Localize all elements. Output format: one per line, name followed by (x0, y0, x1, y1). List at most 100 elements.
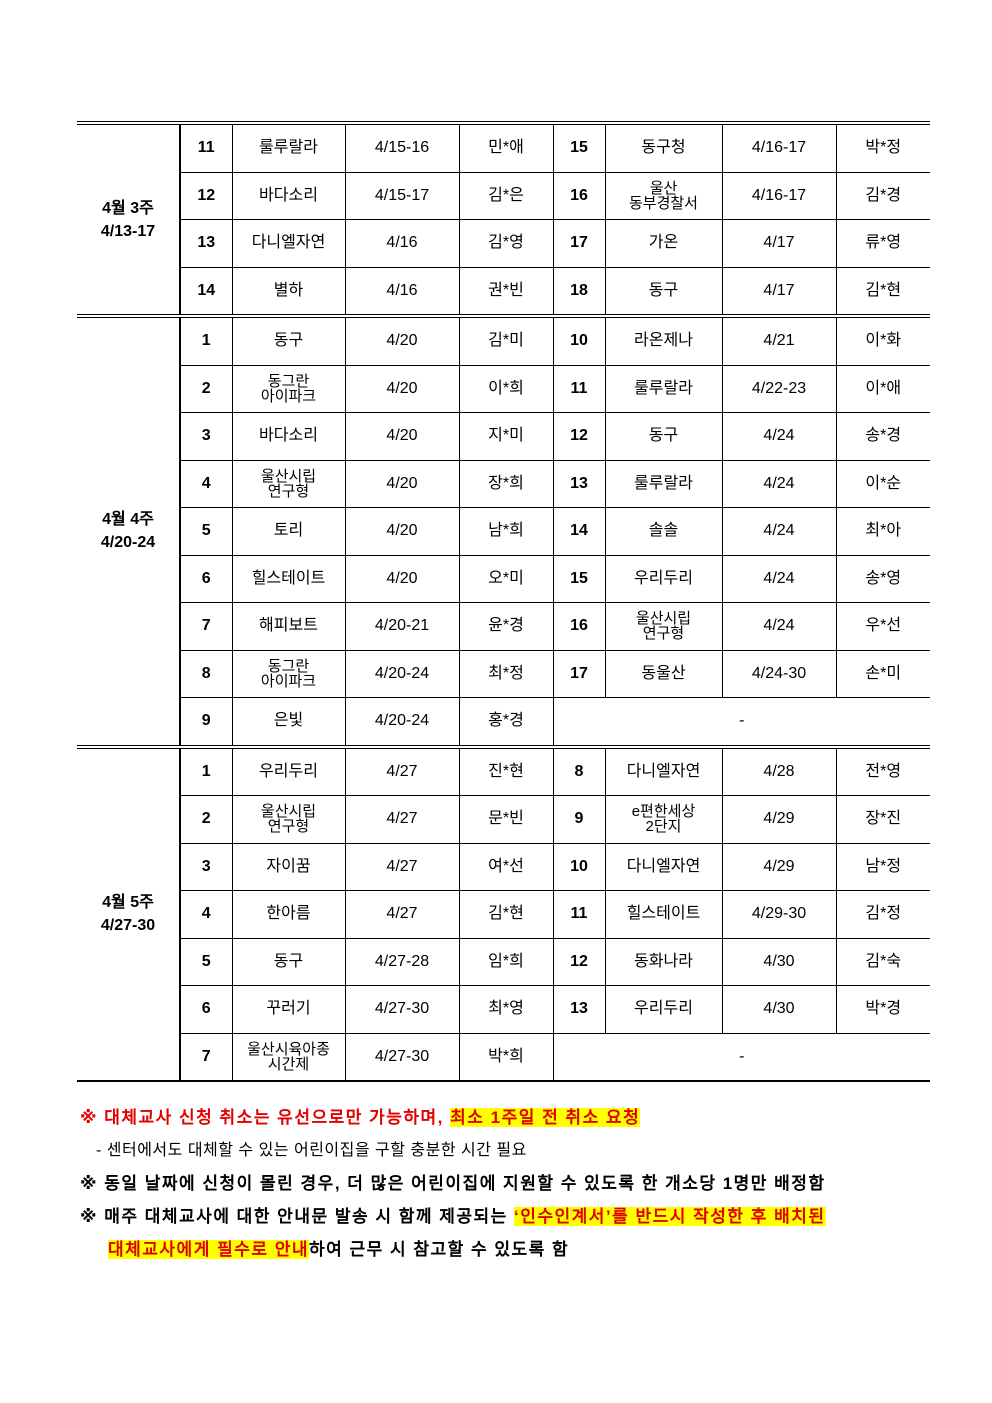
teacher-cell: 김*현 (458, 890, 554, 939)
center-cell: 동그란 아이파크 (231, 364, 346, 413)
center-cell: 우리두리 (231, 744, 346, 796)
teacher-cell: 김*미 (458, 314, 554, 366)
date-cell: 4/15-17 (344, 171, 460, 220)
no-cell: 3 (180, 842, 233, 891)
teacher-cell: 김*정 (835, 890, 930, 939)
empty-cell: - (552, 697, 930, 747)
date-cell: 4/24 (721, 459, 837, 508)
date-cell: 4/29 (721, 842, 837, 891)
table-row: 8 동그란 아이파크 4/20-24 최*정 17 동울산 4/24-30 손*미 (77, 649, 930, 698)
center-cell: 은빛 (231, 697, 346, 747)
teacher-cell: 지*미 (458, 412, 554, 461)
center-cell: 동구 (604, 412, 723, 461)
teacher-cell: 남*정 (835, 842, 930, 891)
table-row: 7 해피보트 4/20-21 윤*경 16 울산시립 연구형 4/24 우*선 (77, 602, 930, 651)
table-row: 2 울산시립 연구형 4/27 문*빈 9 e편한세상 2단지 4/29 장*진 (77, 795, 930, 844)
table-row: 2 동그란 아이파크 4/20 이*희 11 룰루랄라 4/22-23 이*애 (77, 364, 930, 413)
center-cell: 동구 (231, 314, 346, 366)
teacher-cell: 진*현 (458, 744, 554, 796)
table-row: 3 바다소리 4/20 지*미 12 동구 4/24 송*경 (77, 412, 930, 461)
no-cell: 15 (552, 554, 606, 603)
no-cell: 7 (180, 602, 233, 651)
teacher-cell: 이*애 (835, 364, 930, 413)
date-cell: 4/29-30 (721, 890, 837, 939)
center-cell: 다니엘자연 (604, 744, 723, 796)
no-cell: 12 (180, 171, 233, 220)
center-cell: 바다소리 (231, 412, 346, 461)
table-row: 4월 3주 4/13-17 11 룰루랄라 4/15-16 민*애 15 동구청 4/16-1… (77, 122, 930, 317)
teacher-cell: 장*희 (458, 459, 554, 508)
date-cell: 4/16-17 (721, 122, 837, 173)
teacher-cell: 이*화 (835, 314, 930, 366)
teacher-cell: 남*희 (458, 507, 554, 556)
date-cell: 4/20 (344, 459, 460, 508)
center-cell: 울산시육아종 시간제 (231, 1032, 346, 1082)
week-label: 4월 5주 4/27-30 (77, 744, 181, 1082)
teacher-cell: 송*영 (835, 554, 930, 603)
center-cell: 바다소리 (231, 171, 346, 220)
no-cell: 15 (552, 122, 606, 173)
center-cell: 힐스테이트 (604, 890, 723, 939)
no-cell: 16 (552, 171, 606, 220)
table-row: 3 자이꿈 4/27 여*선 10 다니엘자연 4/29 남*정 (77, 842, 930, 891)
date-cell: 4/17 (721, 219, 837, 268)
center-cell: 울산 동부경찰서 (604, 171, 723, 220)
teacher-cell: 전*영 (835, 744, 930, 796)
teacher-cell: 김*영 (458, 219, 554, 268)
table-row: 13 다니엘자연 4/16 김*영 17 가온 4/17 류*영 (77, 219, 930, 268)
no-cell: 12 (552, 412, 606, 461)
teacher-cell: 임*희 (458, 937, 554, 986)
date-cell: 4/27-30 (344, 985, 460, 1034)
note-handover: ※ 매주 대체교사에 대한 안내문 발송 시 함께 제공되는 ‘인수인계서’를 … (80, 1207, 826, 1226)
date-cell: 4/24 (721, 554, 837, 603)
date-cell: 4/28 (721, 744, 837, 796)
date-cell: 4/21 (721, 314, 837, 366)
no-cell: 8 (552, 744, 606, 796)
date-cell: 4/20 (344, 364, 460, 413)
teacher-cell: 박*정 (835, 122, 930, 173)
no-cell: 9 (552, 795, 606, 844)
no-cell: 6 (180, 985, 233, 1034)
no-cell: 18 (552, 266, 606, 317)
date-cell: 4/30 (721, 937, 837, 986)
no-cell: 11 (552, 364, 606, 413)
date-cell: 4/20 (344, 507, 460, 556)
center-cell: 울산시립 연구형 (604, 602, 723, 651)
teacher-cell: 민*애 (458, 122, 554, 173)
teacher-cell: 김*경 (835, 171, 930, 220)
notes: ※ 대체교사 신청 취소는 유선으로만 가능하며, 최소 1주일 전 취소 요청… (80, 1105, 826, 1270)
center-cell: 울산시립 연구형 (231, 795, 346, 844)
teacher-cell: 김*은 (458, 171, 554, 220)
no-cell: 9 (180, 697, 233, 747)
no-cell: 6 (180, 554, 233, 603)
center-cell: 룰루랄라 (604, 364, 723, 413)
date-cell: 4/15-16 (344, 122, 460, 173)
teacher-cell: 여*선 (458, 842, 554, 891)
table-row: 5 동구 4/27-28 임*희 12 동화나라 4/30 김*숙 (77, 937, 930, 986)
no-cell: 11 (552, 890, 606, 939)
date-cell: 4/17 (721, 266, 837, 317)
table-row: 7 울산시육아종 시간제 4/27-30 박*희 - (77, 1032, 930, 1082)
date-cell: 4/16 (344, 219, 460, 268)
no-cell: 10 (552, 314, 606, 366)
date-cell: 4/24 (721, 412, 837, 461)
teacher-cell: 박*희 (458, 1032, 554, 1082)
center-cell: 동구 (231, 937, 346, 986)
date-cell: 4/27-28 (344, 937, 460, 986)
center-cell: e편한세상 2단지 (604, 795, 723, 844)
no-cell: 17 (552, 649, 606, 698)
center-cell: 동그란 아이파크 (231, 649, 346, 698)
date-cell: 4/27 (344, 744, 460, 796)
center-cell: 자이꿈 (231, 842, 346, 891)
no-cell: 11 (179, 122, 233, 173)
teacher-cell: 최*아 (835, 507, 930, 556)
note-cancel-detail: - 센터에서도 대체할 수 있는 어린이집을 구할 충분한 시간 필요 (96, 1142, 527, 1159)
table-row: 14 별하 4/16 권*빈 18 동구 4/17 김*현 (77, 266, 930, 317)
date-cell: 4/27-30 (344, 1032, 460, 1082)
center-cell: 다니엘자연 (231, 219, 346, 268)
no-cell: 1 (179, 744, 233, 796)
no-cell: 2 (180, 364, 233, 413)
teacher-cell: 이*희 (458, 364, 554, 413)
no-cell: 13 (552, 459, 606, 508)
date-cell: 4/27 (344, 890, 460, 939)
